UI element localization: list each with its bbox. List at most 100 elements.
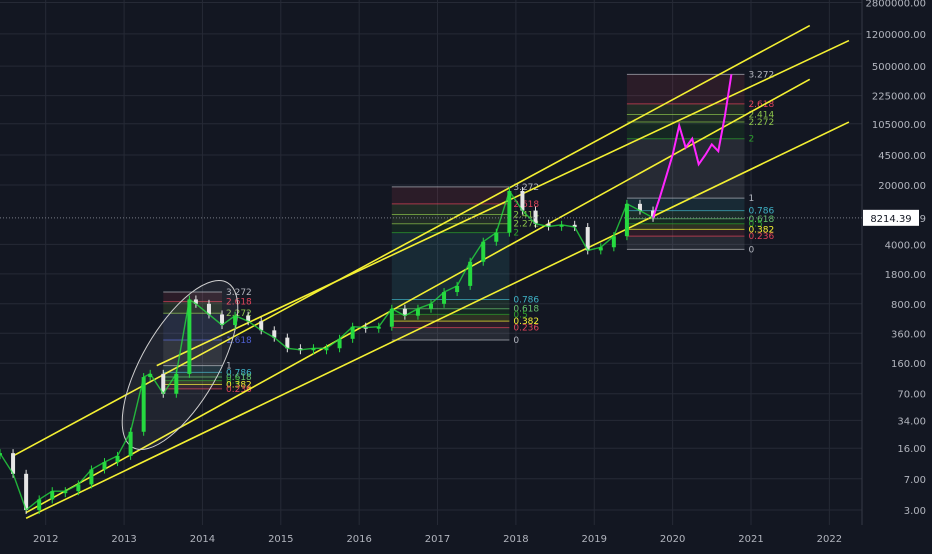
fib-zone [163, 384, 223, 389]
fib-zone [163, 301, 223, 314]
y-tick-label: 500000.00 [872, 62, 926, 73]
candle-body [115, 455, 120, 463]
fib-level-label: 0.382 [748, 225, 774, 235]
y-tick-label: 1800.00 [885, 270, 926, 281]
candle-body [50, 491, 55, 500]
fib-level-label: 0.236 [748, 232, 774, 242]
x-tick-label: 2018 [503, 534, 528, 545]
candle-body [520, 190, 525, 211]
x-tick-label: 2019 [582, 534, 607, 545]
candle-body [376, 326, 381, 329]
y-tick-label: 160.00 [891, 359, 926, 370]
x-tick-label: 2021 [738, 534, 763, 545]
candle-body [233, 315, 238, 326]
fib-level-label: 0.618 [513, 305, 539, 315]
candle-body [468, 261, 473, 286]
candle-body [285, 337, 290, 349]
y-tick-label: 225000.00 [872, 92, 926, 103]
y-tick-label: 2800000.00 [866, 0, 926, 10]
y-tick-label: 4000.00 [885, 240, 926, 251]
fib-zone [391, 308, 510, 315]
candle-body [161, 373, 166, 394]
y-tick-label: 105000.00 [872, 120, 926, 131]
fib-layer: 3.2722.6182.2721.61810.7860.6180.50.3820… [163, 70, 774, 395]
x-tick-label: 2020 [660, 534, 685, 545]
candle-body [187, 299, 192, 374]
x-tick-label: 2022 [817, 534, 842, 545]
current-price-box [863, 209, 919, 226]
fib-zone [163, 292, 223, 302]
y-tick-label: 360.00 [891, 329, 926, 340]
fib-level-label: 0.618 [226, 373, 252, 383]
x-axis[interactable]: 2012 2013 2014 2015 2016 2017 2018 2019 2020 2021… [33, 534, 842, 545]
fib-level-label: 0.236 [226, 385, 252, 395]
fib-zone [391, 321, 510, 328]
candle-body [429, 303, 433, 309]
candle-body [494, 232, 499, 242]
candle-body [63, 491, 68, 494]
candle-body [102, 462, 107, 470]
fib-level-label: 0 [513, 336, 519, 346]
fib-level-label: 2.272 [513, 220, 539, 230]
fib-level-label: 2.272 [748, 118, 774, 128]
fib-zone [626, 236, 745, 250]
fib-zone [626, 210, 745, 219]
fib-zone [391, 327, 510, 341]
fib-level-label: 0 [748, 245, 754, 255]
fib-level-label: 3.272 [748, 70, 774, 80]
candle-body [402, 308, 407, 316]
fib-level-label: 0.382 [513, 317, 539, 327]
x-tick-label: 2014 [190, 534, 215, 545]
candle-body [337, 338, 342, 349]
y-tick-label: 45000.00 [878, 151, 926, 162]
candle-body [442, 292, 447, 304]
candle-body [37, 499, 42, 511]
fib-level-label: 3.272 [226, 288, 252, 298]
fib-zone [163, 372, 223, 378]
candle-body [637, 203, 642, 211]
candle-body [572, 224, 577, 228]
fib-level-label: 2.414 [748, 110, 774, 120]
candle-body [415, 308, 420, 316]
candle-body [507, 190, 512, 233]
x-tick-label: 2013 [111, 534, 136, 545]
price-line [0, 189, 654, 512]
fib-zone [391, 203, 510, 215]
candle-body [174, 373, 179, 394]
fib-level-label: 2.272 [226, 309, 252, 319]
candle-body [24, 473, 29, 511]
fib-zone [626, 114, 745, 123]
grid-layer [0, 0, 862, 525]
y-tick-label: 70.00 [897, 390, 926, 401]
candle-body [141, 377, 146, 432]
fib-zone [391, 314, 510, 322]
candle-body [324, 348, 329, 351]
projection-layer [652, 74, 733, 219]
projection-path [652, 74, 733, 219]
fib-zone [626, 218, 745, 224]
channel-line [12, 24, 811, 457]
fib-level-label: 1.618 [226, 336, 252, 346]
candle-body [598, 247, 603, 251]
fib-level-label: 0.236 [513, 324, 539, 334]
fib-level-label: 2.618 [226, 298, 252, 308]
candle-body [220, 314, 225, 326]
fib-level-label: 0.786 [748, 207, 774, 217]
fib-level-label: 0.5 [513, 310, 527, 320]
candle-body [585, 227, 590, 251]
fib-zone [163, 377, 223, 381]
fib-zone [626, 103, 745, 115]
candle-body [611, 236, 616, 248]
y-axis[interactable]: 2800000.00 1200000.00 500000.00 225000.00 10… [866, 0, 926, 517]
fib-zone [391, 186, 510, 204]
candle-body [272, 330, 277, 338]
fib-level-label: 2.618 [513, 200, 539, 210]
y-tick-label: 34.00 [897, 416, 926, 427]
candle-body [546, 223, 551, 227]
candle-body [311, 348, 316, 351]
fib-level-label: 0.5 [226, 377, 240, 387]
candle-body [455, 285, 460, 293]
candle-body [206, 303, 211, 315]
